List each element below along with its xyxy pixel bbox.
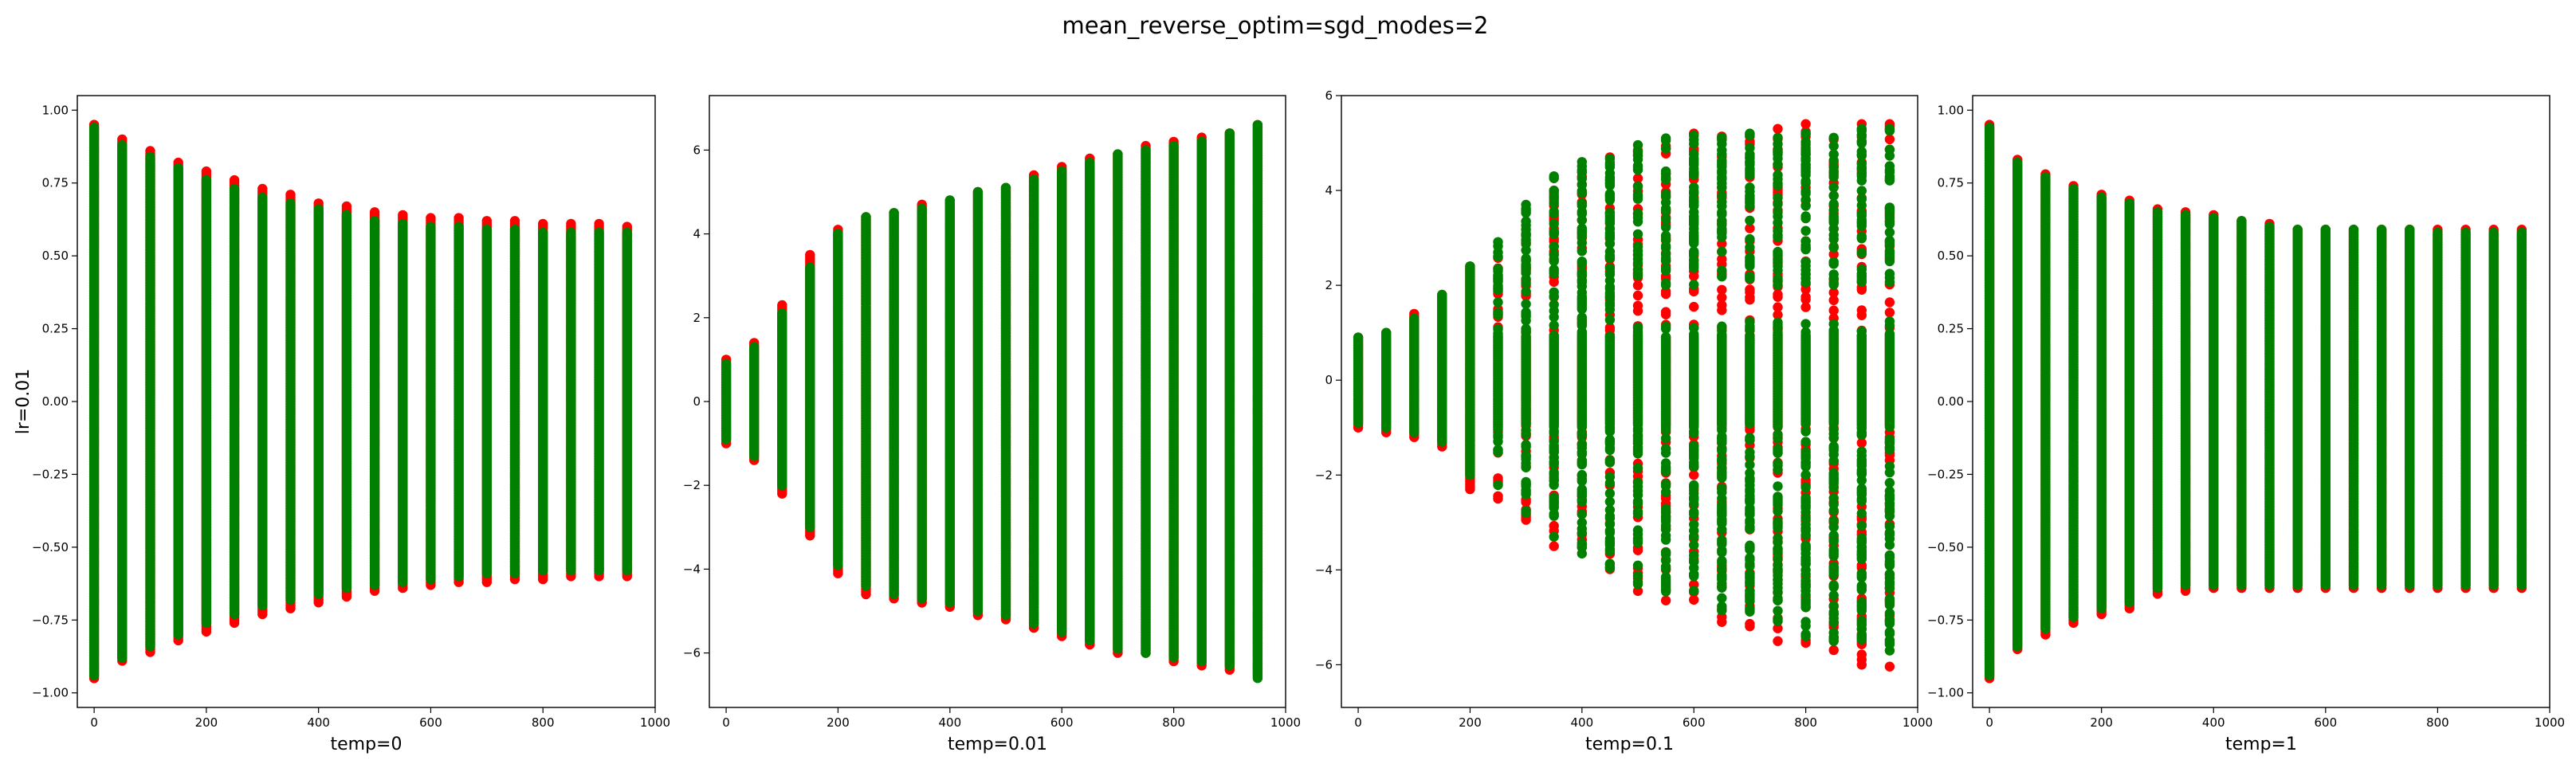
- red-point: [201, 166, 212, 177]
- green-point: [257, 192, 268, 203]
- red-point: [229, 174, 240, 186]
- green-column-50: [117, 140, 128, 663]
- green-point: [173, 163, 183, 174]
- green-column-200: [201, 174, 212, 629]
- red-point: [398, 210, 408, 221]
- red-point: [257, 183, 268, 194]
- green-column-150: [173, 163, 183, 640]
- green-point: [145, 151, 155, 162]
- green-column-550: [398, 218, 408, 587]
- subplots-grid: 0 200 400 600 800 1000−1.00−0.75−0.50−0.250.0…: [14, 88, 2565, 754]
- green-column-250: [229, 183, 240, 620]
- red-point: [341, 201, 352, 212]
- green-column-100: [145, 151, 155, 652]
- red-point: [369, 207, 380, 217]
- green-point: [398, 218, 408, 229]
- green-point: [229, 183, 240, 194]
- green-point: [426, 221, 436, 232]
- subplot-1: 0 200 400 600 800 1000−1.00−0.75−0.50−0.250.0…: [14, 95, 670, 754]
- red-point: [285, 190, 296, 200]
- green-column-300: [257, 192, 268, 611]
- red-point: [426, 213, 436, 223]
- green-point: [341, 210, 352, 221]
- figure-title: mean_reverse_optim=sgd_modes=2: [1062, 12, 1489, 39]
- green-point: [201, 174, 212, 186]
- green-point: [285, 198, 296, 209]
- green-column-500: [369, 216, 380, 590]
- green-column-450: [341, 210, 352, 594]
- green-point: [88, 123, 100, 133]
- green-column-0: [88, 123, 100, 680]
- green-point: [369, 216, 380, 226]
- green-column-600: [426, 221, 436, 585]
- green-point: [117, 140, 128, 151]
- green-point: [313, 204, 324, 214]
- green-column-350: [285, 198, 296, 605]
- green-column-400: [313, 204, 324, 599]
